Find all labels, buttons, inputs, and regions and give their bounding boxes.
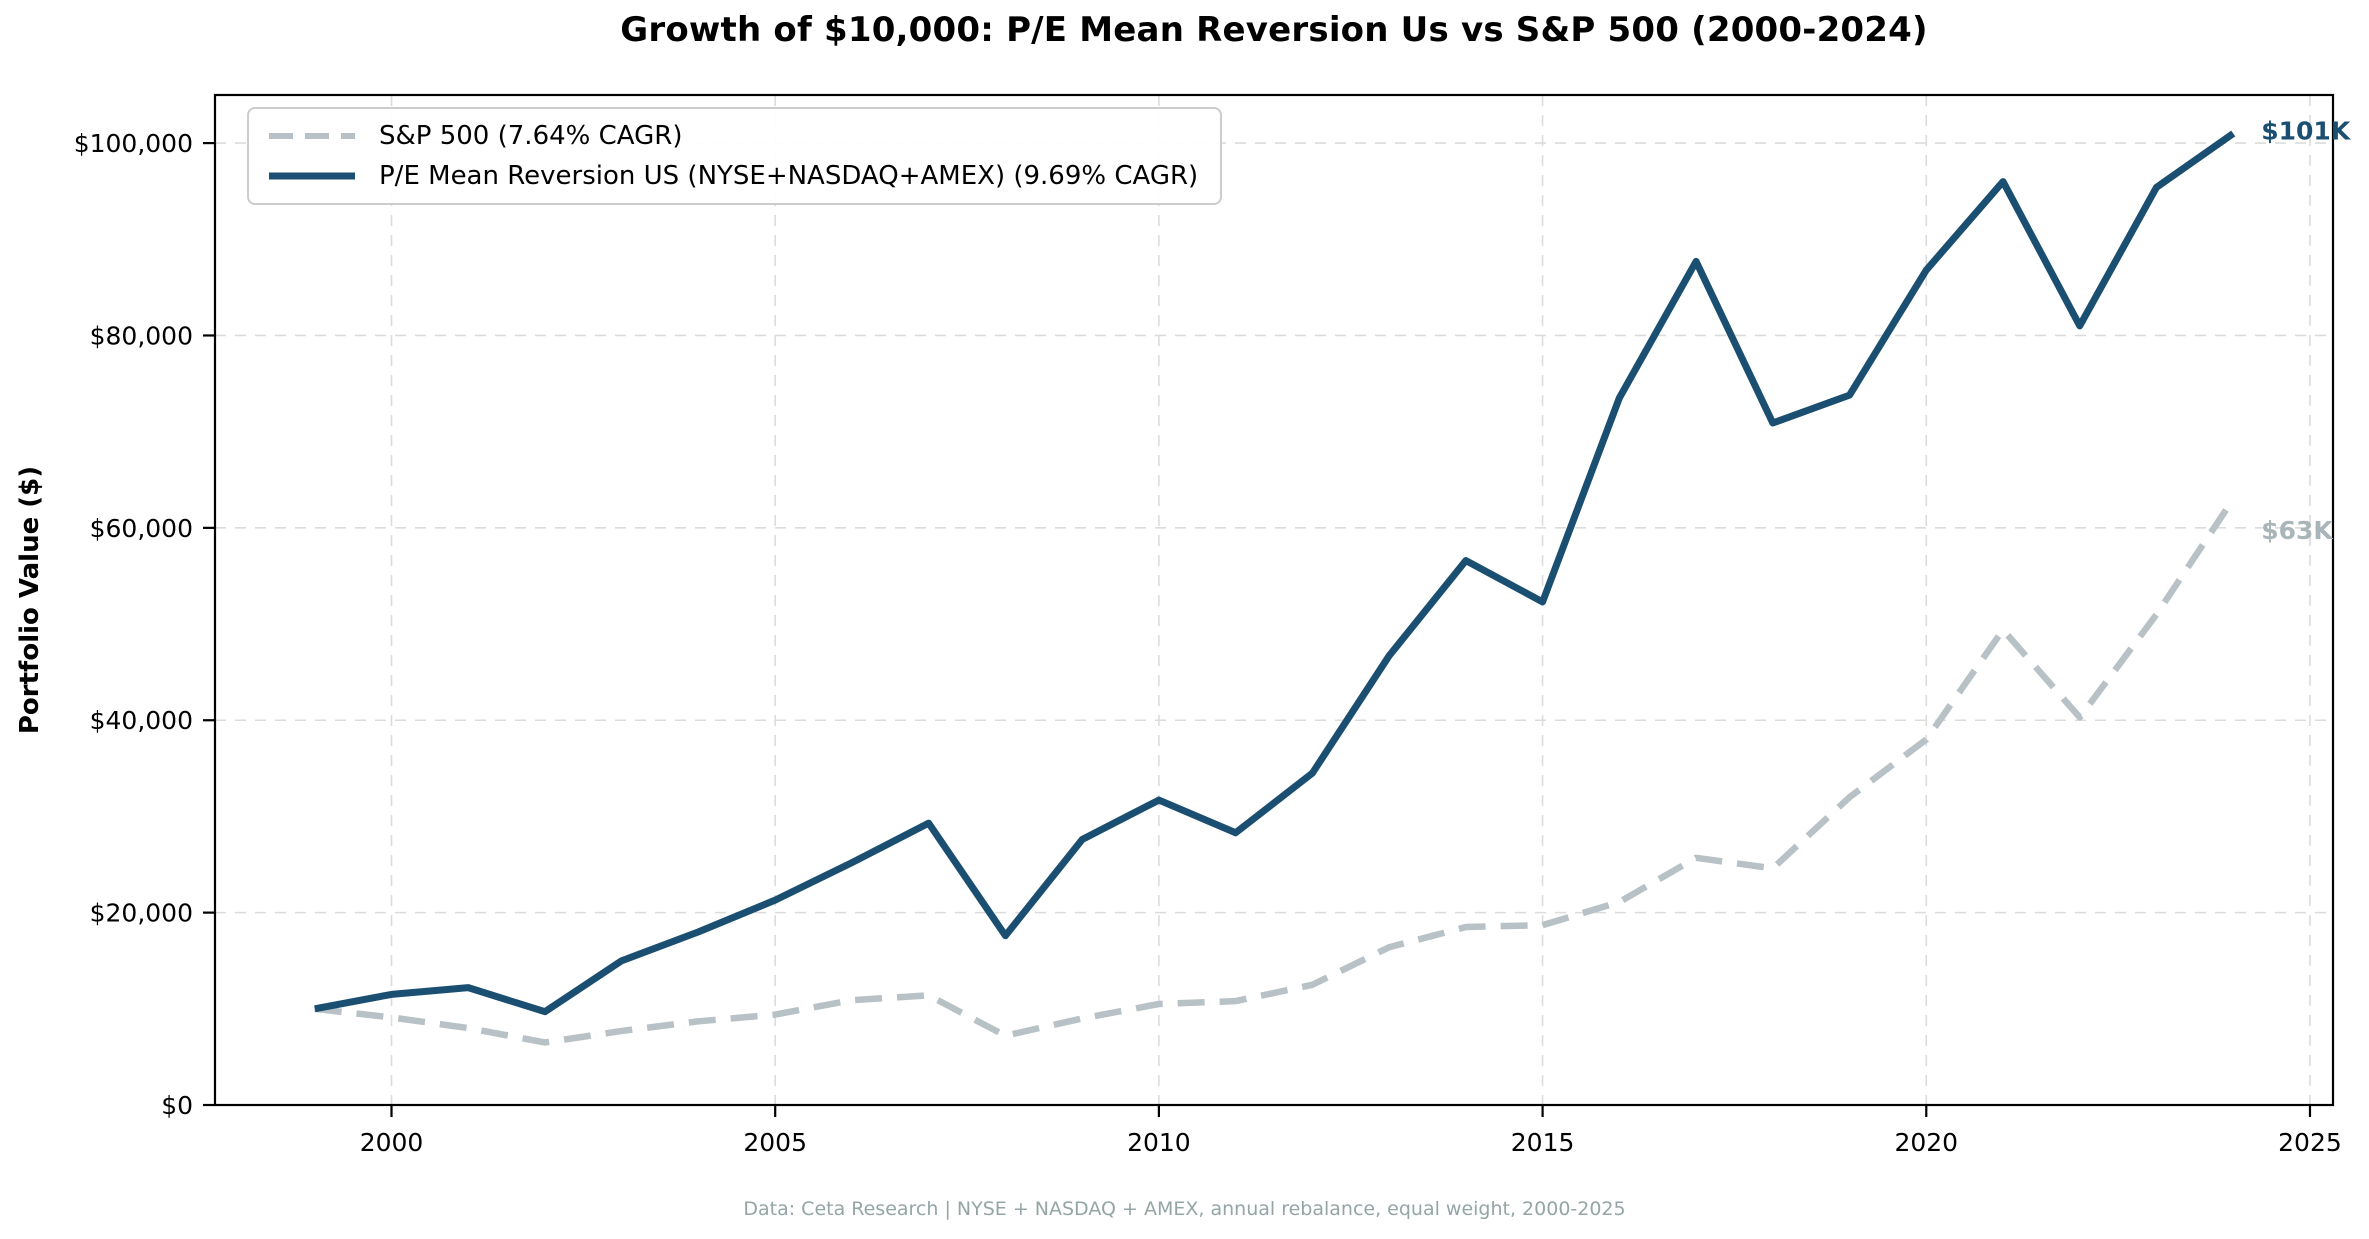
y-tick-label: $80,000 (90, 321, 193, 350)
legend-item-pe-mean-reversion: P/E Mean Reversion US (NYSE+NASDAQ+AMEX)… (267, 161, 1198, 191)
y-tick-label: $40,000 (90, 706, 193, 735)
x-tick-label: 2005 (743, 1128, 807, 1157)
legend: S&P 500 (7.64% CAGR) P/E Mean Reversion … (247, 107, 1223, 205)
y-tick-label: $0 (161, 1091, 193, 1120)
x-tick-label: 2000 (360, 1128, 424, 1157)
x-tick-label: 2025 (2278, 1128, 2342, 1157)
y-tick-label: $60,000 (90, 514, 193, 543)
x-tick-label: 2015 (1511, 1128, 1575, 1157)
legend-swatch-pe-icon (269, 172, 355, 180)
x-tick-label: 2020 (1894, 1128, 1958, 1157)
legend-swatch-sp500-icon (269, 133, 355, 139)
legend-label-pe: P/E Mean Reversion US (NYSE+NASDAQ+AMEX)… (379, 161, 1199, 191)
end-label-sp500: $63K (2261, 516, 2334, 545)
footer-caption: Data: Ceta Research | NYSE + NASDAQ + AM… (743, 1198, 1626, 1220)
chart-title: Growth of $10,000: P/E Mean Reversion Us… (620, 10, 1928, 50)
y-tick-label: $100,000 (74, 129, 193, 158)
end-label-pe-mean-reversion: $101K (2261, 116, 2352, 145)
legend-label-sp500: S&P 500 (7.64% CAGR) (379, 121, 683, 151)
series-line-pe-mean-reversion (314, 130, 2236, 1016)
legend-item-sp500: S&P 500 (7.64% CAGR) (267, 121, 1198, 151)
series-line-sp500 (314, 497, 2236, 1046)
x-tick-label: 2010 (1127, 1128, 1191, 1157)
plot-frame (213, 93, 2335, 1107)
y-tick-label: $20,000 (90, 899, 193, 928)
